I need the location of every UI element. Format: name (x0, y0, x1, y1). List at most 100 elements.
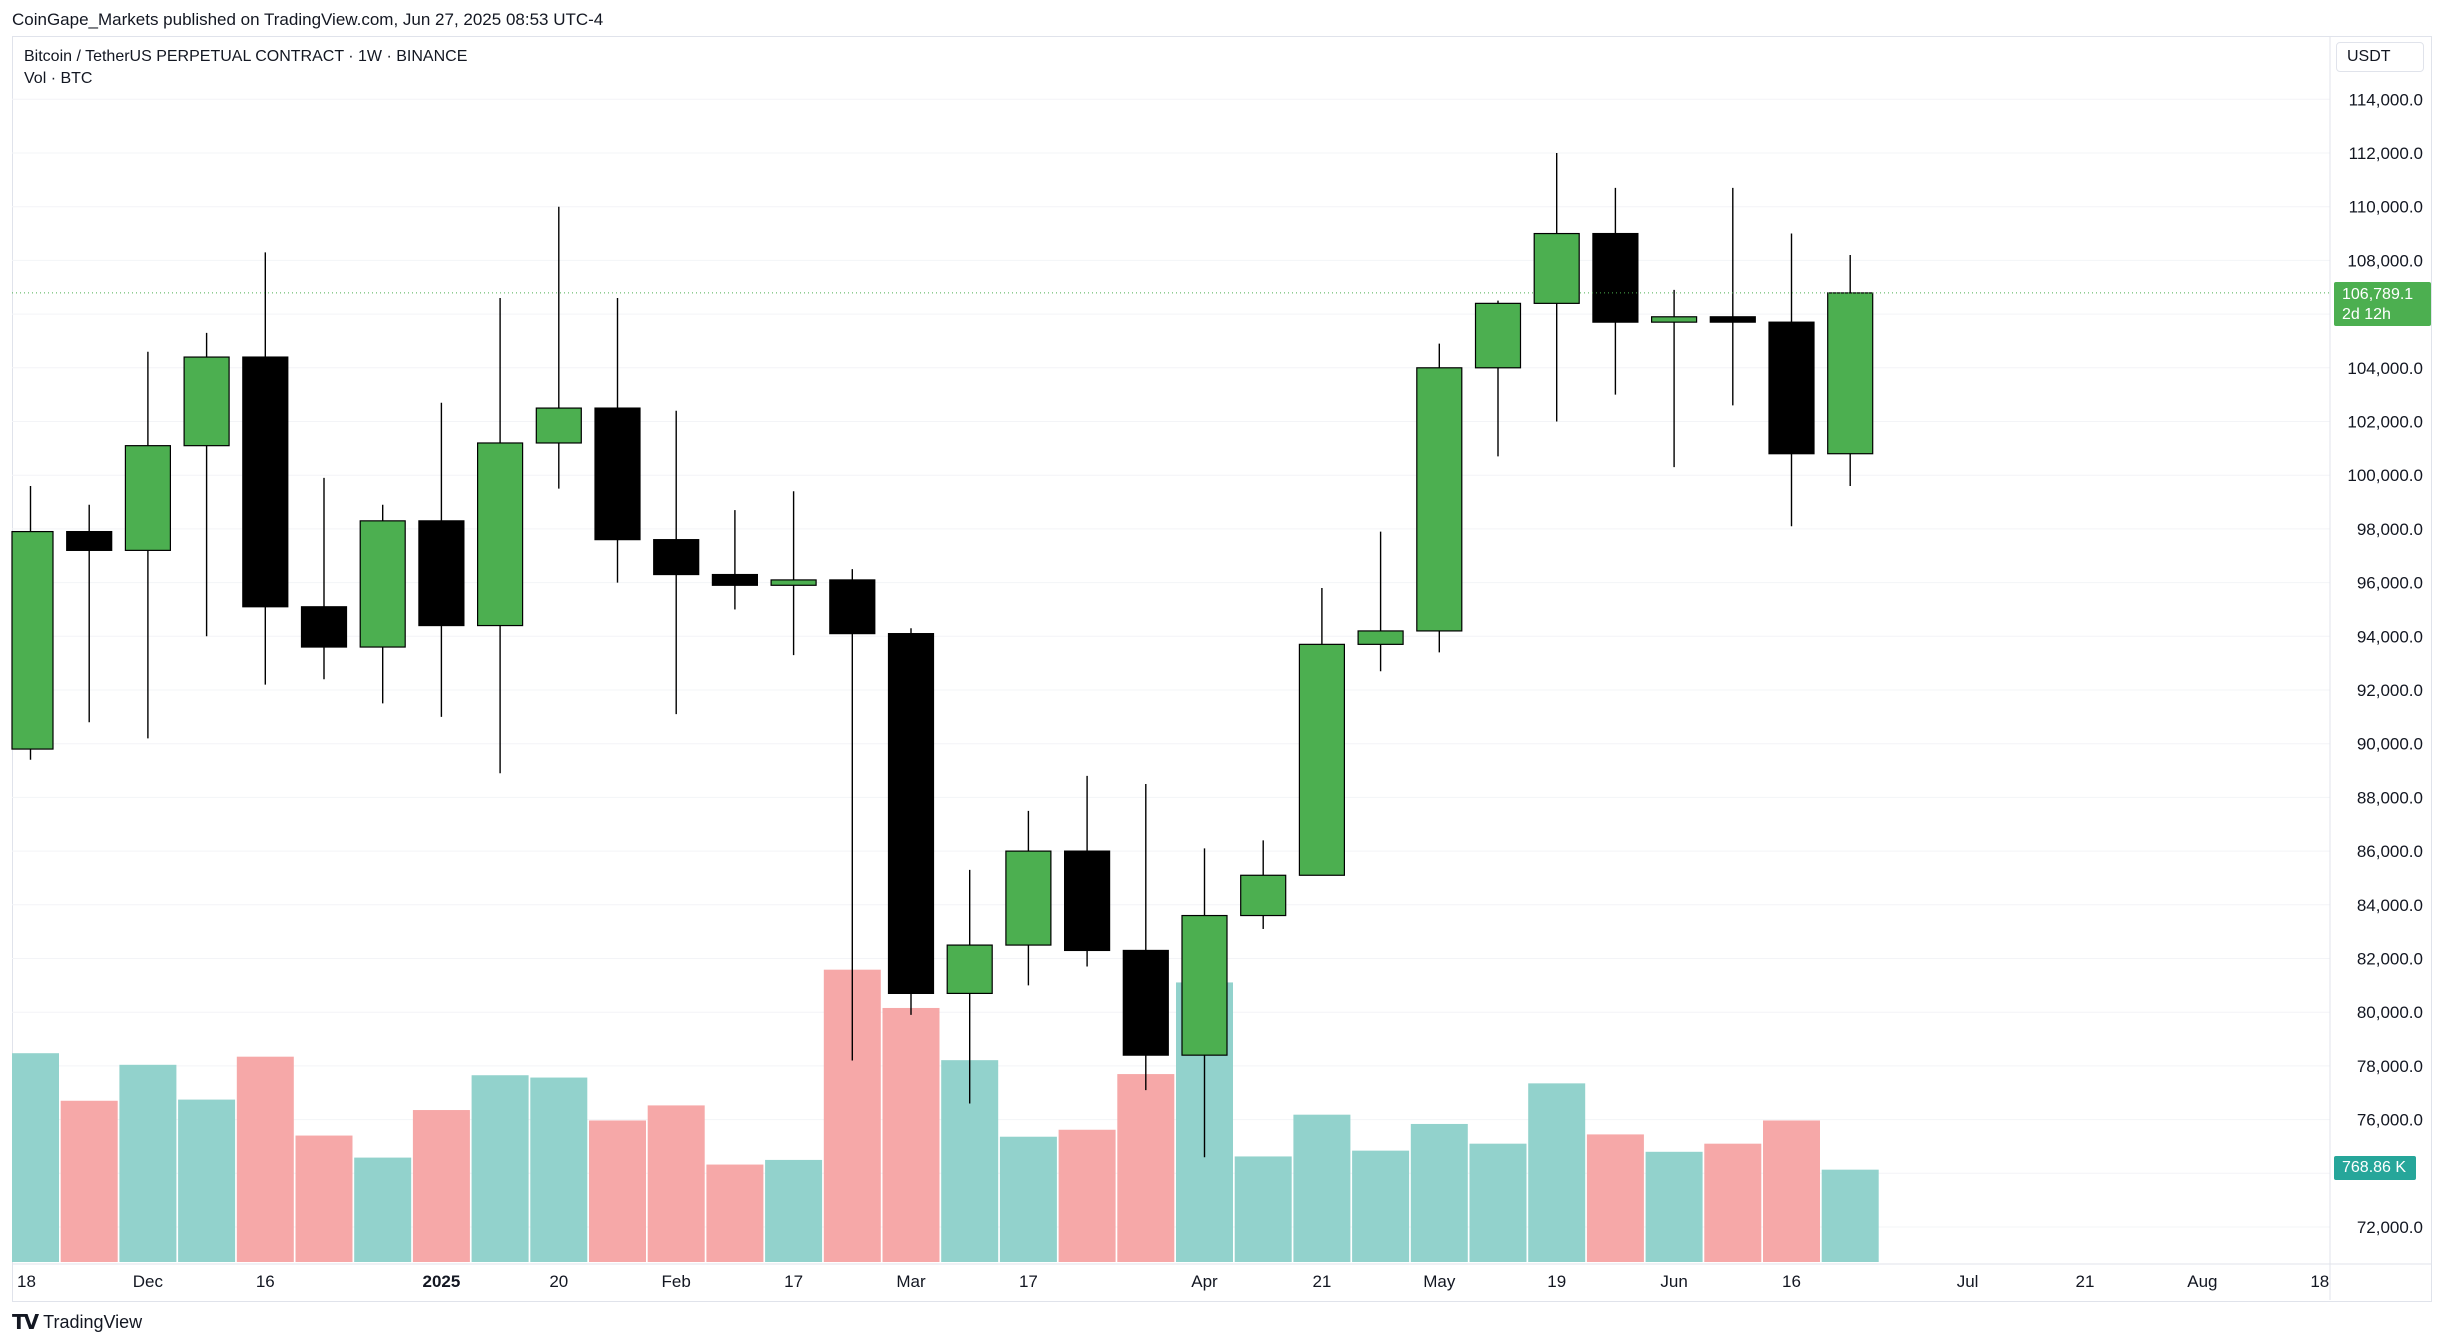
time-tick-label-1: Dec (133, 1272, 164, 1291)
volume-bar-30 (1763, 1120, 1820, 1262)
time-tick-label-4: 20 (549, 1272, 568, 1291)
last-volume-tag: 768.86 K (2334, 1156, 2416, 1180)
candle-body-4 (242, 356, 289, 608)
time-tick-label-17: Aug (2187, 1272, 2217, 1291)
time-tick-label-6: 17 (784, 1272, 803, 1291)
volume-bar-11 (647, 1105, 705, 1262)
volume-bar-4 (236, 1056, 294, 1262)
candle-body-16 (946, 944, 993, 995)
price-tick-label-21: 72,000.0 (2357, 1218, 2423, 1237)
candle-body-11 (653, 539, 700, 576)
time-tick-label-11: May (1423, 1272, 1456, 1291)
publisher-credit: CoinGape_Markets published on TradingVie… (12, 10, 604, 29)
price-tick-label-7: 100,000.0 (2347, 466, 2423, 485)
tradingview-logo-icon: TV (12, 1310, 39, 1334)
candle-body-10 (594, 407, 641, 541)
volume-bar-1 (60, 1100, 118, 1262)
candle-body-29 (1709, 316, 1756, 323)
price-tick-label-8: 98,000.0 (2357, 520, 2423, 539)
volume-bar-27 (1586, 1134, 1644, 1262)
price-tick-label-17: 80,000.0 (2357, 1003, 2423, 1022)
volume-bar-5 (295, 1135, 353, 1262)
volume-bar-31 (1821, 1169, 1879, 1262)
price-tick-label-18: 78,000.0 (2357, 1057, 2423, 1076)
time-tick-label-2: 16 (256, 1272, 275, 1291)
price-tick-label-15: 84,000.0 (2357, 896, 2423, 915)
volume-bar-3 (178, 1099, 236, 1262)
volume-bar-2 (119, 1064, 177, 1262)
tradingview-brand[interactable]: TV TradingView (12, 1310, 142, 1334)
candle-body-6 (359, 520, 406, 648)
candle-body-0 (11, 530, 54, 750)
volume-bar-8 (471, 1075, 529, 1262)
candle-body-26 (1533, 232, 1580, 304)
time-tick-label-16: 21 (2076, 1272, 2095, 1291)
candle-body-1 (66, 530, 113, 551)
candle-body-7 (418, 520, 465, 627)
time-axis: 18 Dec 16 2025 20 Feb 17 Mar 17 Apr 21 May 19 Jun 16 Ju… (17, 1272, 2329, 1291)
volume-bar-9 (530, 1077, 588, 1262)
time-tick-label-9: Apr (1191, 1272, 1218, 1291)
price-tick-label-2: 110,000.0 (2349, 198, 2423, 217)
candle-countdown: 2d 12h (2342, 306, 2391, 323)
candle-body-24 (1416, 367, 1463, 632)
candle-body-2 (124, 445, 172, 551)
price-tick-label-13: 88,000.0 (2357, 788, 2423, 807)
price-tick-label-16: 82,000.0 (2357, 950, 2423, 969)
candle-body-27 (1592, 232, 1639, 323)
candle-body-18 (1063, 850, 1111, 952)
volume-bar-24 (1410, 1123, 1468, 1262)
candle-body-17 (1005, 850, 1052, 946)
candle-body-13 (770, 579, 817, 586)
candle-body-20 (1181, 914, 1228, 1056)
price-tick-label-11: 92,000.0 (2357, 681, 2423, 700)
time-tick-label-3: 2025 (422, 1272, 460, 1291)
volume-bar-26 (1528, 1083, 1586, 1262)
volume-bar-22 (1293, 1114, 1351, 1262)
candle-body-21 (1240, 874, 1287, 917)
price-tick-label-5: 104,000.0 (2347, 359, 2423, 378)
price-tick-label-19: 76,000.0 (2357, 1111, 2423, 1130)
volume-bar-7 (412, 1110, 470, 1262)
volume-bar-17 (999, 1136, 1057, 1262)
candle-body-23 (1357, 630, 1404, 645)
candle-body-15 (887, 633, 935, 995)
symbol-legend[interactable]: Bitcoin / TetherUS PERPETUAL CONTRACT · … (24, 48, 468, 65)
volume-bar-18 (1058, 1129, 1116, 1262)
volume-bar-15 (882, 1007, 940, 1262)
price-tick-label-1: 112,000.0 (2349, 144, 2423, 163)
price-candles (11, 153, 1874, 1158)
volume-bars (12, 969, 1879, 1262)
time-tick-label-14: 16 (1782, 1272, 1801, 1291)
volume-legend[interactable]: Vol · BTC (24, 70, 93, 87)
volume-bar-13 (765, 1159, 823, 1262)
candle-body-12 (711, 573, 759, 586)
time-tick-label-18: 18 (2310, 1272, 2329, 1291)
time-tick-label-13: Jun (1660, 1272, 1687, 1291)
candle-body-5 (300, 606, 348, 648)
price-axis: 114,000.0112,000.0110,000.0108,000.0106,… (2347, 90, 2423, 1237)
volume-bar-21 (1234, 1156, 1292, 1262)
candle-body-25 (1474, 302, 1522, 369)
time-tick-label-12: 19 (1547, 1272, 1566, 1291)
volume-bar-0 (12, 1053, 59, 1262)
candle-body-3 (183, 356, 230, 447)
price-tick-label-0: 114,000.0 (2349, 90, 2423, 109)
price-tick-label-6: 102,000.0 (2347, 413, 2423, 432)
candle-body-28 (1650, 316, 1698, 323)
last-price-value: 106,789.1 (2342, 286, 2414, 303)
last-price-tag: 106,789.1 2d 12h (2334, 282, 2431, 326)
price-tick-label-10: 94,000.0 (2357, 627, 2423, 646)
volume-bar-10 (589, 1120, 646, 1262)
currency-selector[interactable]: USDT (2336, 42, 2424, 72)
candle-body-9 (535, 407, 582, 444)
time-tick-label-15: Jul (1957, 1272, 1979, 1291)
price-tick-label-12: 90,000.0 (2357, 735, 2423, 754)
candle-body-8 (477, 442, 524, 627)
volume-bar-19 (1117, 1074, 1175, 1262)
time-tick-label-8: 17 (1019, 1272, 1038, 1291)
brand-name: TradingView (43, 1311, 143, 1332)
volume-bar-29 (1704, 1143, 1762, 1262)
volume-bar-28 (1645, 1151, 1703, 1262)
